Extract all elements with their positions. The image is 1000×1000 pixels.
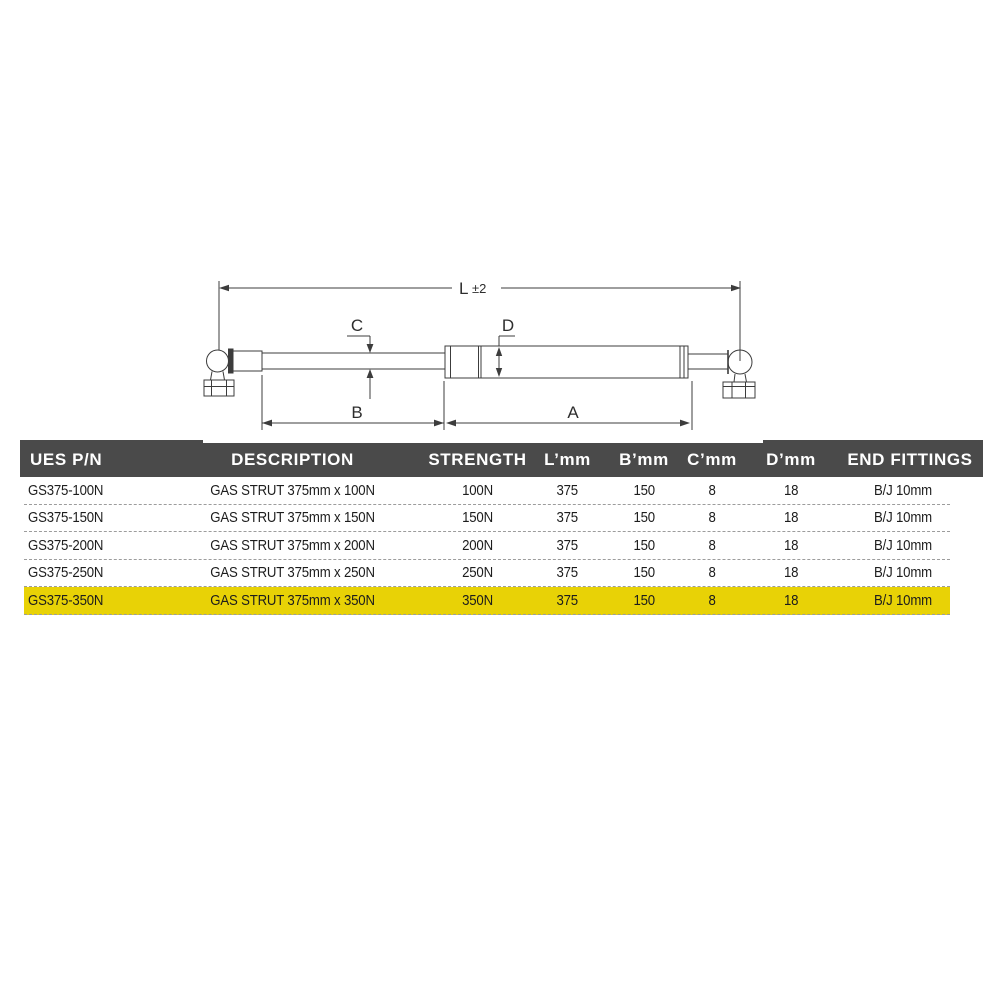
- cell-c-mm: 8: [708, 509, 716, 527]
- dimension-b-label: B: [351, 403, 362, 422]
- cell-d-mm: 18: [783, 536, 799, 554]
- cell-part-number: GS375-200N: [28, 536, 104, 554]
- table-row: GS375-250N GAS STRUT 375mm x 250N 250N 3…: [24, 560, 950, 587]
- cell-strength: 350N: [462, 591, 493, 609]
- dimension-length: L ±2: [218, 279, 741, 361]
- table-row: GS375-150N GAS STRUT 375mm x 150N 150N 3…: [24, 505, 950, 532]
- cell-strength: 200N: [462, 536, 493, 554]
- dimension-length-tolerance-label: ±2: [472, 281, 486, 296]
- spec-table: UES P/N DESCRIPTION STRENGTH L’mm B’mm C…: [20, 440, 983, 615]
- cell-d-mm: 18: [783, 509, 799, 527]
- cell-description: GAS STRUT 375mm x 350N: [210, 591, 375, 609]
- column-header-d-mm: D’mm: [766, 450, 816, 469]
- strut-rod: [262, 352, 445, 370]
- cell-c-mm: 8: [708, 591, 716, 609]
- cell-strength: 100N: [462, 481, 493, 499]
- cell-b-mm: 150: [633, 536, 655, 554]
- cell-strength: 150N: [462, 509, 493, 527]
- dimension-body-length: A: [446, 381, 693, 430]
- cell-end-fittings: B/J 10mm: [873, 509, 932, 527]
- column-header-strength: STRENGTH: [428, 450, 527, 469]
- gas-strut-diagram: L ±2 C D B: [203, 279, 756, 430]
- dimension-rod-diameter: C: [347, 316, 374, 399]
- column-header-description: DESCRIPTION: [231, 450, 354, 469]
- cell-l-mm: 375: [556, 536, 579, 554]
- ball-joint-right: [688, 349, 756, 399]
- cell-c-mm: 8: [708, 536, 716, 554]
- column-header-ues-pn: UES P/N: [30, 450, 103, 469]
- column-header-c-mm: C’mm: [687, 450, 737, 469]
- cell-d-mm: 18: [783, 564, 799, 582]
- cell-b-mm: 150: [633, 509, 655, 527]
- cell-part-number: GS375-150N: [28, 509, 104, 527]
- cell-description: GAS STRUT 375mm x 150N: [210, 509, 375, 527]
- column-header-b-mm: B’mm: [619, 450, 669, 469]
- cell-part-number: GS375-350N: [28, 591, 104, 609]
- ball-joint-left: [203, 348, 263, 397]
- cell-b-mm: 150: [633, 564, 655, 582]
- cell-strength: 250N: [462, 564, 493, 582]
- cell-c-mm: 8: [708, 481, 716, 499]
- column-header-end-fittings: END FITTINGS: [847, 450, 973, 469]
- cell-d-mm: 18: [783, 481, 799, 499]
- dimension-rod-length: B: [261, 375, 445, 430]
- dimension-body-diameter: D: [495, 316, 515, 377]
- cell-l-mm: 375: [556, 564, 579, 582]
- cell-l-mm: 375: [556, 591, 579, 609]
- dimension-d-label: D: [502, 316, 514, 335]
- cell-description: GAS STRUT 375mm x 250N: [210, 564, 375, 582]
- cell-d-mm: 18: [783, 591, 799, 609]
- table-row: GS375-100N GAS STRUT 375mm x 100N 100N 3…: [24, 477, 950, 505]
- table-row-highlighted: GS375-350N GAS STRUT 375mm x 350N 350N 3…: [24, 587, 950, 615]
- cell-end-fittings: B/J 10mm: [873, 481, 932, 499]
- cell-end-fittings: B/J 10mm: [873, 591, 932, 609]
- cell-l-mm: 375: [556, 509, 579, 527]
- table-header-row: UES P/N DESCRIPTION STRENGTH L’mm B’mm C…: [20, 440, 983, 477]
- table-row: GS375-200N GAS STRUT 375mm x 200N 200N 3…: [24, 532, 950, 560]
- strut-cylinder: [444, 345, 689, 379]
- dimension-a-label: A: [567, 403, 579, 422]
- cell-b-mm: 150: [633, 481, 655, 499]
- cell-l-mm: 375: [556, 481, 579, 499]
- cell-part-number: GS375-100N: [28, 481, 104, 499]
- dimension-length-label: L: [459, 279, 468, 298]
- cell-b-mm: 150: [633, 591, 655, 609]
- column-header-l-mm: L’mm: [544, 450, 591, 469]
- dimension-c-label: C: [351, 316, 363, 335]
- cell-description: GAS STRUT 375mm x 200N: [210, 536, 375, 554]
- cell-description: GAS STRUT 375mm x 100N: [210, 481, 375, 499]
- cell-end-fittings: B/J 10mm: [873, 564, 932, 582]
- cell-end-fittings: B/J 10mm: [873, 536, 932, 554]
- cell-c-mm: 8: [708, 564, 716, 582]
- cell-part-number: GS375-250N: [28, 564, 104, 582]
